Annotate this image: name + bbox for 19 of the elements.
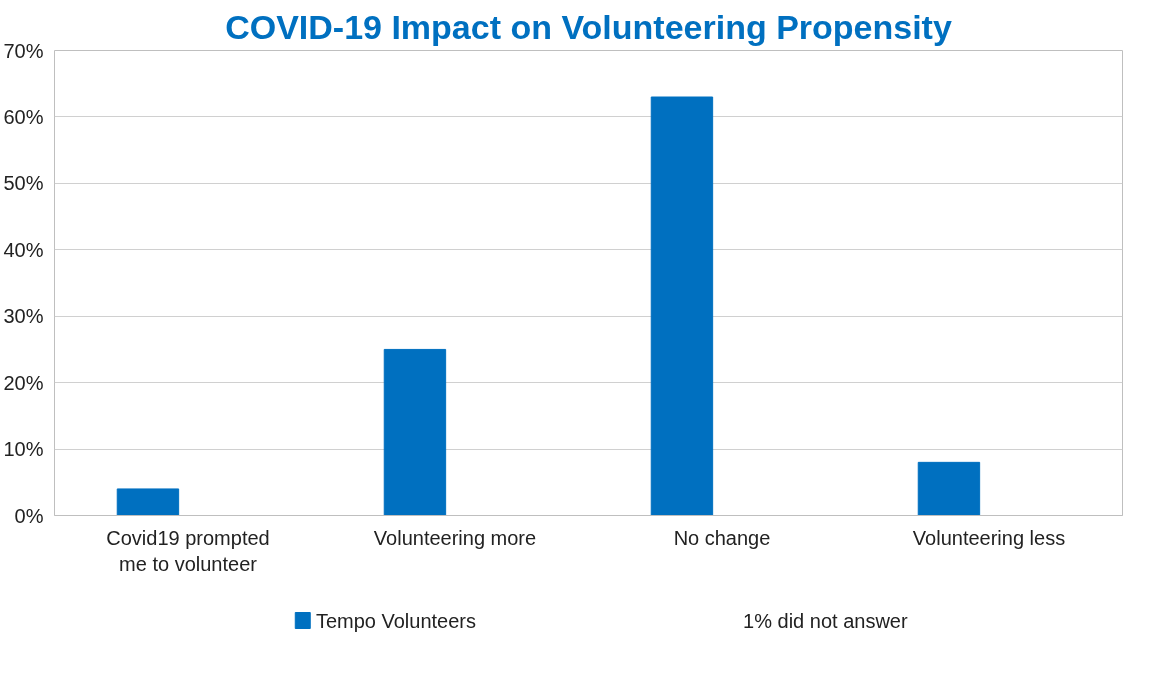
x-tick-label: Covid19 prompted me to volunteer [106,526,270,575]
y-tick-label: 70% [3,39,44,62]
x-tick-label: Volunteering more [373,526,537,549]
y-tick-label: 30% [3,305,44,328]
y-tick-label: 20% [3,371,44,394]
text: 1% did not answer [743,609,908,632]
x-tick-label: No change [673,526,771,549]
y-tick-label: 10% [3,438,44,461]
y-tick-label: 60% [3,105,44,128]
bar [650,96,714,516]
y-tick-label: 0% [14,504,44,527]
bar [116,488,180,516]
x-tick-label: Volunteering less [912,526,1066,549]
y-tick-label: 50% [3,172,44,195]
chart-title: COVID-19 Impact on Volunteering Propensity [225,7,952,46]
bar [917,461,981,516]
legend-label: Tempo Volunteers [315,609,476,632]
y-tick-label: 40% [3,238,44,261]
bar [383,348,447,516]
